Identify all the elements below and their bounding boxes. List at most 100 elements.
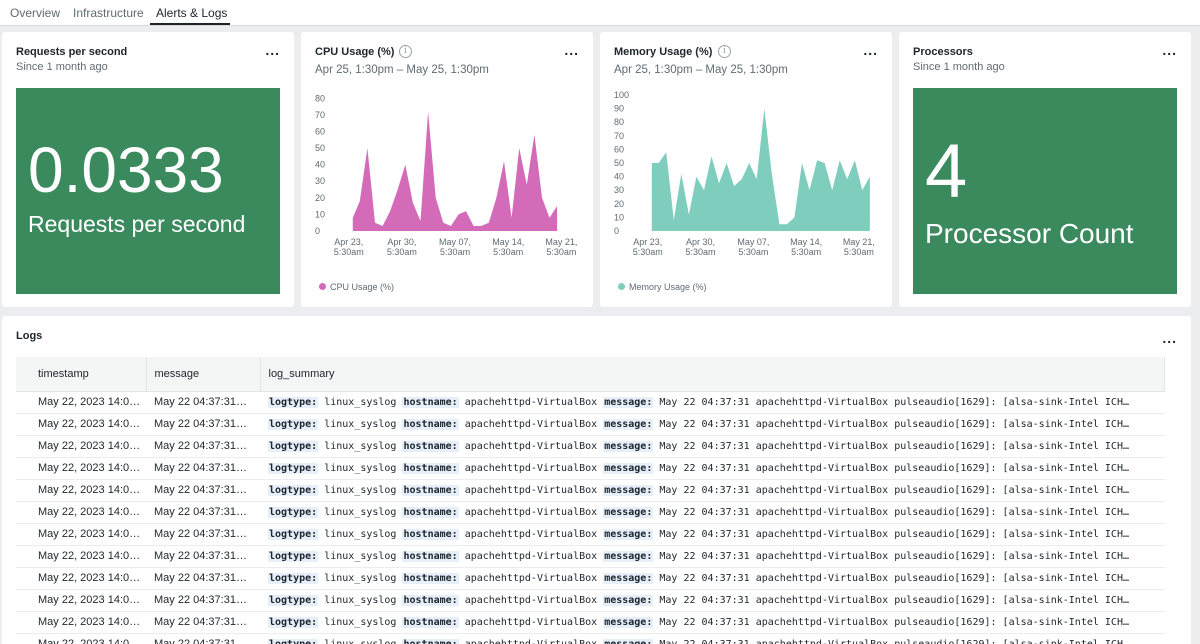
y-tick-label: 40: [614, 172, 624, 182]
key-hostname: hostname:: [402, 462, 459, 474]
table-row[interactable]: May 22, 2023 14:0… May 22 04:37:31… logtyp…: [16, 523, 1165, 546]
table-row[interactable]: May 22, 2023 14:0… May 22 04:37:31… logtyp…: [16, 457, 1165, 480]
x-tick-label: May 07, 5:30am: [737, 237, 769, 257]
billboard-value: 4: [925, 129, 968, 214]
y-tick-label: 40: [315, 160, 325, 170]
x-tick-label: May 14, 5:30am: [492, 237, 524, 257]
value-hostname: apachehttpd-VirtualBox: [464, 418, 598, 430]
column-header-log-summary[interactable]: log_summary: [260, 357, 1165, 392]
column-header-timestamp[interactable]: timestamp: [16, 357, 147, 392]
y-tick-label: 20: [614, 199, 624, 209]
requests-widget: Requests per second Since 1 month ago ..…: [2, 32, 294, 307]
value-hostname: apachehttpd-VirtualBox: [464, 506, 598, 518]
widget-menu-button[interactable]: ...: [1162, 330, 1177, 346]
key-logtype: logtype:: [268, 594, 319, 606]
info-icon[interactable]: i: [399, 45, 412, 58]
value-logtype: linux_syslog: [324, 638, 397, 644]
value-logtype: linux_syslog: [324, 572, 397, 584]
cell-log-summary: logtype: linux_syslog hostname: apacheht…: [260, 611, 1165, 634]
value-hostname: apachehttpd-VirtualBox: [464, 572, 598, 584]
y-tick-label: 30: [614, 185, 624, 195]
value-message: May 22 04:37:31 apachehttpd-VirtualBox p…: [659, 396, 1129, 408]
value-logtype: linux_syslog: [324, 440, 397, 452]
value-hostname: apachehttpd-VirtualBox: [464, 528, 598, 540]
cell-timestamp: May 22, 2023 14:0…: [16, 501, 146, 524]
value-logtype: linux_syslog: [324, 484, 397, 496]
widget-menu-button[interactable]: ...: [1162, 42, 1177, 58]
y-tick-label: 20: [315, 193, 325, 203]
y-tick-label: 80: [614, 117, 624, 127]
column-header-message[interactable]: message: [146, 357, 261, 392]
key-message: message:: [603, 506, 654, 518]
key-logtype: logtype:: [268, 440, 319, 452]
x-tick-label: Apr 30, 5:30am: [387, 237, 417, 257]
cell-timestamp: May 22, 2023 14:0…: [16, 413, 146, 436]
key-message: message:: [603, 550, 654, 562]
value-hostname: apachehttpd-VirtualBox: [464, 638, 598, 644]
value-hostname: apachehttpd-VirtualBox: [464, 550, 598, 562]
table-row[interactable]: May 22, 2023 14:0… May 22 04:37:31… logtyp…: [16, 501, 1165, 524]
memory-widget: Memory Usage (%) i Apr 25, 1:30pm – May …: [600, 32, 892, 307]
table-row[interactable]: May 22, 2023 14:0… May 22 04:37:31… logtyp…: [16, 611, 1165, 634]
table-row[interactable]: May 22, 2023 14:0… May 22 04:37:31… logtyp…: [16, 589, 1165, 612]
value-message: May 22 04:37:31 apachehttpd-VirtualBox p…: [659, 572, 1129, 584]
info-icon[interactable]: i: [718, 45, 731, 58]
key-hostname: hostname:: [402, 506, 459, 518]
cell-message: May 22 04:37:31…: [146, 435, 260, 458]
table-row[interactable]: May 22, 2023 14:0… May 22 04:37:31… logtyp…: [16, 391, 1165, 414]
billboard: 0.0333 Requests per second: [16, 88, 280, 294]
value-message: May 22 04:37:31 apachehttpd-VirtualBox p…: [659, 418, 1129, 430]
table-row[interactable]: May 22, 2023 14:0… May 22 04:37:31… logtyp…: [16, 435, 1165, 458]
value-logtype: linux_syslog: [324, 616, 397, 628]
cell-timestamp: May 22, 2023 14:0…: [16, 589, 146, 612]
cell-timestamp: May 22, 2023 14:0…: [16, 457, 146, 480]
value-hostname: apachehttpd-VirtualBox: [464, 396, 598, 408]
tab-alerts-logs[interactable]: Alerts & Logs: [156, 6, 228, 20]
key-message: message:: [603, 396, 654, 408]
value-logtype: linux_syslog: [324, 528, 397, 540]
cell-log-summary: logtype: linux_syslog hostname: apacheht…: [260, 479, 1165, 502]
key-message: message:: [603, 638, 654, 644]
table-row[interactable]: May 22, 2023 14:0… May 22 04:37:31… logtyp…: [16, 545, 1165, 568]
table-row[interactable]: May 22, 2023 14:0… May 22 04:37:31… logtyp…: [16, 633, 1165, 644]
table-row[interactable]: May 22, 2023 14:0… May 22 04:37:31… logtyp…: [16, 479, 1165, 502]
y-tick-label: 0: [614, 226, 619, 236]
widget-menu-button[interactable]: ...: [265, 42, 280, 58]
y-tick-label: 90: [614, 104, 624, 114]
cell-message: May 22 04:37:31…: [146, 479, 260, 502]
x-tick-label: May 21, 5:30am: [545, 237, 577, 257]
key-hostname: hostname:: [402, 528, 459, 540]
cell-timestamp: May 22, 2023 14:0…: [16, 545, 146, 568]
table-row[interactable]: May 22, 2023 14:0… May 22 04:37:31… logtyp…: [16, 567, 1165, 590]
cell-message: May 22 04:37:31…: [146, 457, 260, 480]
series-area: [651, 108, 870, 231]
cell-timestamp: May 22, 2023 14:0…: [16, 479, 146, 502]
y-tick-label: 60: [315, 126, 325, 136]
tab-infrastructure[interactable]: Infrastructure: [73, 6, 144, 20]
widget-menu-button[interactable]: ...: [564, 42, 579, 58]
cpu-widget: CPU Usage (%) i Apr 25, 1:30pm – May 25,…: [301, 32, 593, 307]
key-logtype: logtype:: [268, 638, 319, 644]
key-logtype: logtype:: [268, 396, 319, 408]
value-logtype: linux_syslog: [324, 594, 397, 606]
cell-message: May 22 04:37:31…: [146, 501, 260, 524]
cell-log-summary: logtype: linux_syslog hostname: apacheht…: [260, 523, 1165, 546]
widget-menu-button[interactable]: ...: [863, 42, 878, 58]
table-row[interactable]: May 22, 2023 14:0… May 22 04:37:31… logtyp…: [16, 413, 1165, 436]
value-hostname: apachehttpd-VirtualBox: [464, 462, 598, 474]
legend-label: Memory Usage (%): [629, 282, 707, 292]
legend-swatch: [618, 283, 625, 290]
key-hostname: hostname:: [402, 572, 459, 584]
processors-widget: Processors Since 1 month ago ... 4 Proce…: [899, 32, 1191, 307]
cell-timestamp: May 22, 2023 14:0…: [16, 567, 146, 590]
tab-overview[interactable]: Overview: [10, 6, 61, 20]
y-tick-label: 70: [614, 131, 624, 141]
x-tick-label: Apr 30, 5:30am: [686, 237, 716, 257]
value-logtype: linux_syslog: [324, 418, 397, 430]
cell-message: May 22 04:37:31…: [146, 413, 260, 436]
key-hostname: hostname:: [402, 638, 459, 644]
cell-log-summary: logtype: linux_syslog hostname: apacheht…: [260, 567, 1165, 590]
x-tick-label: Apr 23, 5:30am: [633, 237, 663, 257]
cell-message: May 22 04:37:31…: [146, 589, 260, 612]
y-tick-label: 10: [315, 209, 325, 219]
